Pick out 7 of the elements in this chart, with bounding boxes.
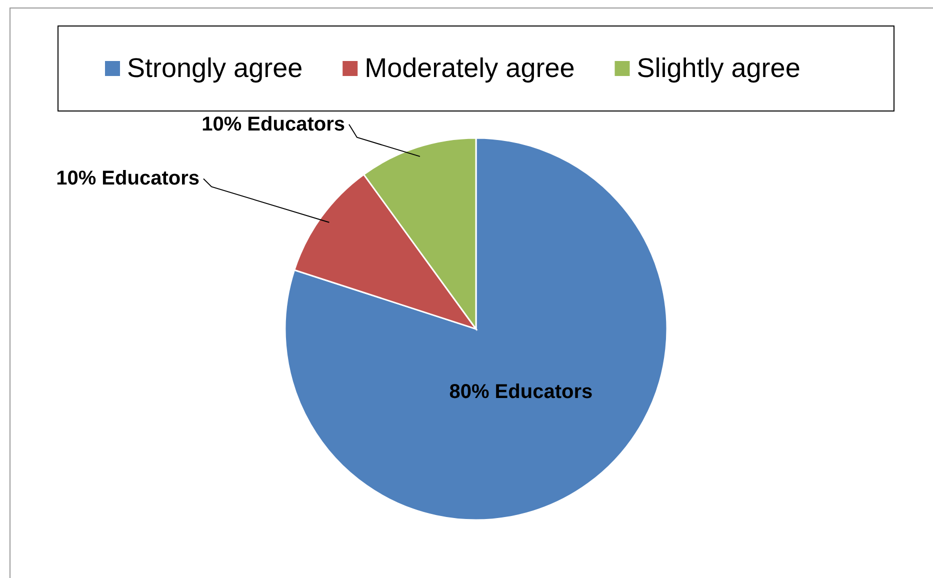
legend-label: Slightly agree [636, 53, 800, 83]
data-label: 80% Educators [449, 380, 593, 403]
legend-label: Moderately agree [364, 53, 575, 83]
legend-label: Strongly agree [127, 53, 303, 83]
data-label: 10% Educators [56, 168, 200, 190]
pie-slice [284, 137, 668, 521]
data-label: 10% Educators [202, 113, 345, 136]
